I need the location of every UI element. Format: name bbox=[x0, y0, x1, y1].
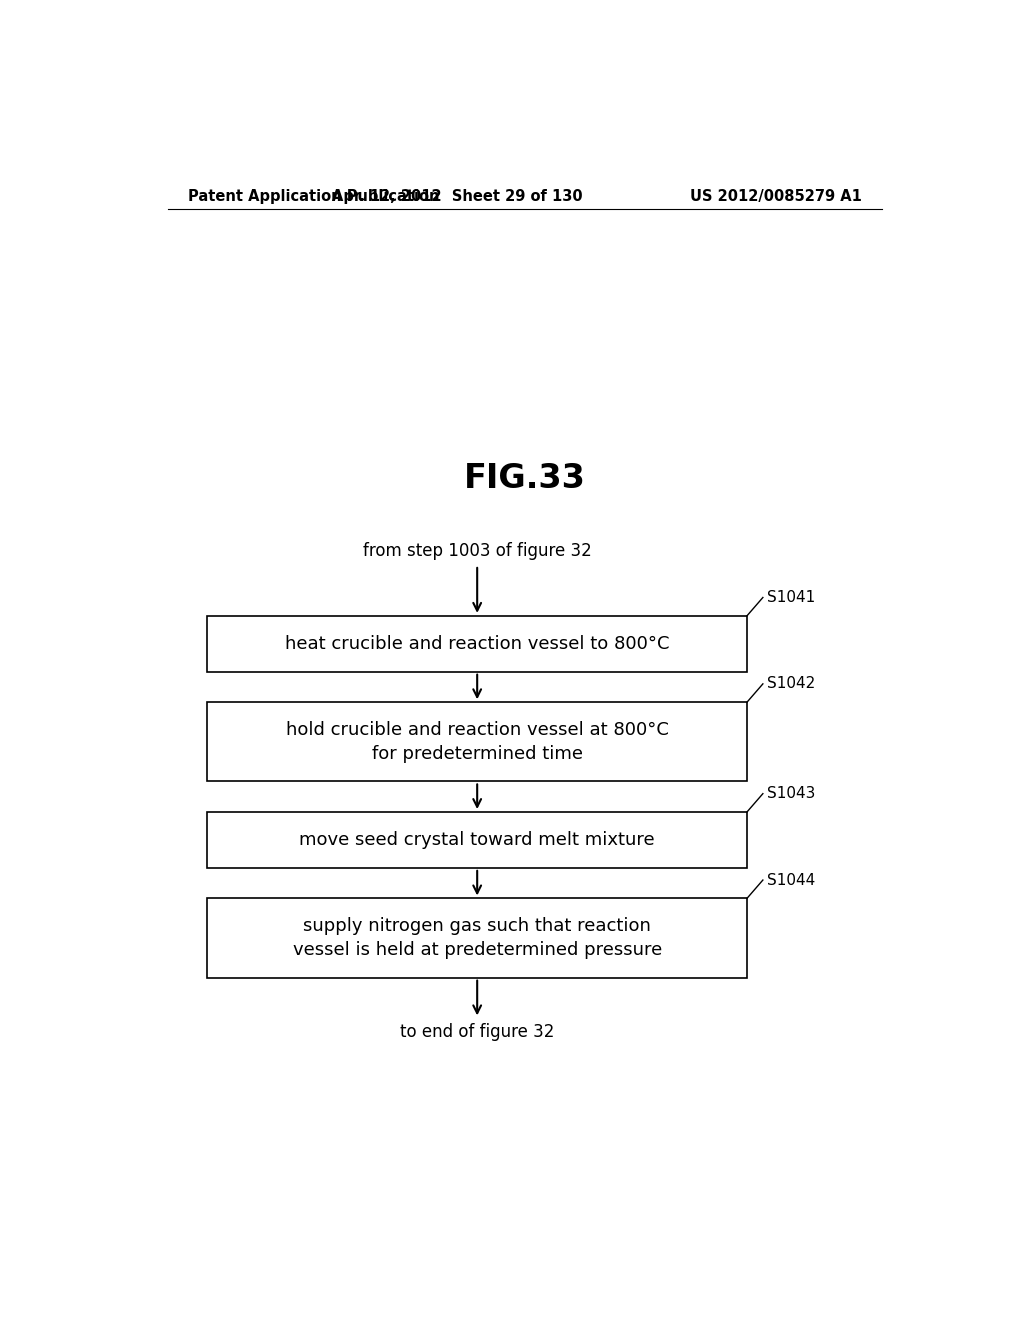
Text: US 2012/0085279 A1: US 2012/0085279 A1 bbox=[690, 189, 862, 203]
Bar bbox=[207, 812, 748, 867]
Bar bbox=[207, 899, 748, 978]
Text: FIG.33: FIG.33 bbox=[464, 462, 586, 495]
Text: S1043: S1043 bbox=[767, 787, 815, 801]
Text: Apr. 12, 2012  Sheet 29 of 130: Apr. 12, 2012 Sheet 29 of 130 bbox=[332, 189, 583, 203]
Text: from step 1003 of figure 32: from step 1003 of figure 32 bbox=[362, 543, 592, 560]
Bar bbox=[207, 702, 748, 781]
Text: to end of figure 32: to end of figure 32 bbox=[400, 1023, 554, 1041]
Text: move seed crystal toward melt mixture: move seed crystal toward melt mixture bbox=[299, 830, 655, 849]
Text: S1041: S1041 bbox=[767, 590, 815, 605]
Text: heat crucible and reaction vessel to 800°C: heat crucible and reaction vessel to 800… bbox=[285, 635, 670, 652]
Text: Patent Application Publication: Patent Application Publication bbox=[187, 189, 439, 203]
Text: S1042: S1042 bbox=[767, 676, 815, 692]
Text: supply nitrogen gas such that reaction
vessel is held at predetermined pressure: supply nitrogen gas such that reaction v… bbox=[293, 917, 662, 958]
Bar bbox=[207, 616, 748, 672]
Text: hold crucible and reaction vessel at 800°C
for predetermined time: hold crucible and reaction vessel at 800… bbox=[286, 721, 669, 763]
Text: S1044: S1044 bbox=[767, 873, 815, 887]
